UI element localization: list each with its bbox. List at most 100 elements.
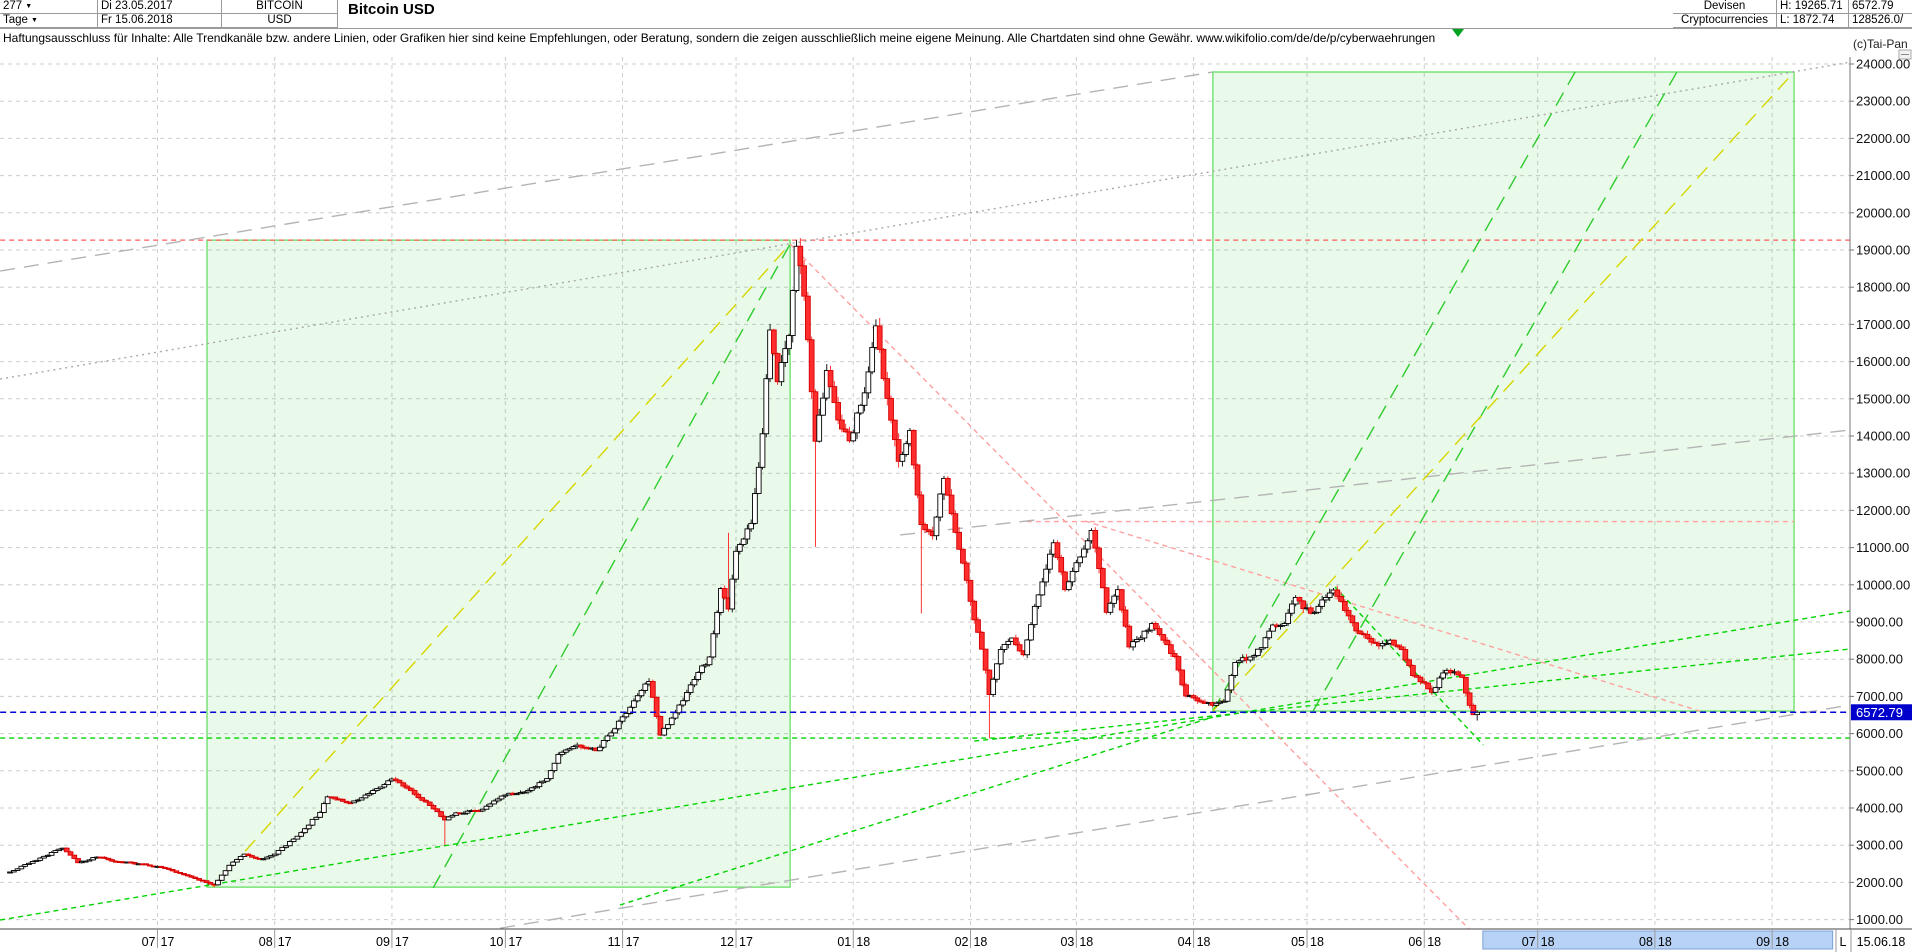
candle-up xyxy=(854,412,860,434)
candle-up xyxy=(7,871,13,874)
candle-down xyxy=(801,265,807,297)
date-to-field[interactable]: Fr 15.06.2018 xyxy=(98,14,222,28)
candle-down xyxy=(177,871,184,874)
candle-up xyxy=(903,443,910,455)
month-label: 18 xyxy=(1775,935,1789,949)
timeframe-value: Tage xyxy=(3,14,28,26)
future-period-highlight xyxy=(1482,930,1834,950)
candle-up xyxy=(736,544,743,552)
candle-down xyxy=(249,855,255,858)
month-label: 17 xyxy=(508,935,522,949)
candle-up xyxy=(767,329,773,380)
price-label: 21000.00 xyxy=(1856,168,1910,183)
symbol-label: BITCOIN xyxy=(222,0,338,14)
candle-up xyxy=(547,770,554,780)
candle-down xyxy=(203,880,210,883)
candle-down xyxy=(147,864,153,867)
x-axis xyxy=(0,929,1912,952)
candle-up xyxy=(494,798,501,802)
candle-up xyxy=(1073,562,1080,572)
candle-up xyxy=(483,805,490,810)
candle-down xyxy=(158,865,165,868)
candle-down xyxy=(1307,607,1314,614)
candle-down xyxy=(169,868,176,872)
candle-down xyxy=(1334,589,1341,597)
candle-down xyxy=(876,325,883,350)
candle-down xyxy=(332,796,339,800)
candle-down xyxy=(952,513,959,533)
date-from-field[interactable]: Di 23.05.2017 xyxy=(98,0,222,14)
candle-up xyxy=(559,751,565,755)
candle-up xyxy=(748,522,755,530)
candle-down xyxy=(419,797,426,801)
candle-down xyxy=(1421,681,1428,684)
candle-up xyxy=(1436,677,1443,689)
month-label: 18 xyxy=(1310,935,1324,949)
candle-up xyxy=(763,378,770,435)
candle-up xyxy=(1065,581,1072,591)
candle-down xyxy=(181,873,187,876)
candle-up xyxy=(1474,711,1481,716)
candle-up xyxy=(1130,641,1136,648)
candle-down xyxy=(415,793,422,799)
candle-up xyxy=(718,588,724,613)
price-label: 12000.00 xyxy=(1856,503,1910,518)
last-price-tag-text: 6572.79 xyxy=(1856,705,1903,720)
candle-down xyxy=(721,588,728,599)
candle-up xyxy=(366,793,373,796)
candle-up xyxy=(555,753,562,764)
candle-up xyxy=(615,720,622,730)
candle-up xyxy=(305,824,312,830)
candle-down xyxy=(63,847,70,853)
price-label: 7000.00 xyxy=(1856,689,1903,704)
timeframe-dropdown[interactable]: Tage ▼ xyxy=(0,14,98,28)
candle-down xyxy=(245,853,252,857)
candle-down xyxy=(944,477,951,496)
candle-down xyxy=(578,744,584,748)
period-dropdown[interactable]: 277 ▼ xyxy=(0,0,98,14)
candle-up xyxy=(1145,629,1152,632)
page-title: Bitcoin USD xyxy=(348,1,435,18)
candle-up xyxy=(275,850,282,855)
candle-down xyxy=(347,802,354,805)
candle-up xyxy=(752,493,758,524)
period-value: 277 xyxy=(3,0,23,12)
price-label: 16000.00 xyxy=(1856,354,1910,369)
candle-down xyxy=(978,631,985,650)
candle-up xyxy=(1236,660,1242,663)
chevron-down-icon: ▼ xyxy=(25,3,33,10)
candle-down xyxy=(1092,530,1099,549)
candle-up xyxy=(1228,674,1235,691)
green-marker-icon xyxy=(1452,29,1464,37)
candle-up xyxy=(1213,702,1220,706)
candle-up xyxy=(755,466,762,494)
candle-down xyxy=(1364,633,1371,639)
candle-down xyxy=(192,876,199,879)
candle-down xyxy=(914,464,921,496)
candle-down xyxy=(407,787,414,791)
candle-up xyxy=(41,855,47,859)
candle-up xyxy=(778,362,785,383)
candle-up xyxy=(563,749,569,753)
candle-up xyxy=(1289,603,1295,614)
candle-up xyxy=(740,538,747,546)
candle-down xyxy=(948,494,955,515)
candle-up xyxy=(1319,599,1325,607)
candle-down xyxy=(835,402,841,421)
candle-down xyxy=(423,799,429,803)
candle-up xyxy=(1326,592,1333,598)
candle-up xyxy=(695,672,702,680)
candle-down xyxy=(396,779,403,784)
candle-up xyxy=(324,796,331,805)
candle-up xyxy=(218,874,225,881)
candle-up xyxy=(264,856,270,860)
candle-up xyxy=(1043,568,1049,583)
candle-up xyxy=(215,879,221,886)
candle-up xyxy=(789,290,796,337)
candle-up xyxy=(279,846,286,851)
price-label: 8000.00 xyxy=(1856,652,1903,667)
candle-up xyxy=(313,816,320,820)
candle-down xyxy=(1126,625,1133,648)
candle-down xyxy=(808,339,815,393)
